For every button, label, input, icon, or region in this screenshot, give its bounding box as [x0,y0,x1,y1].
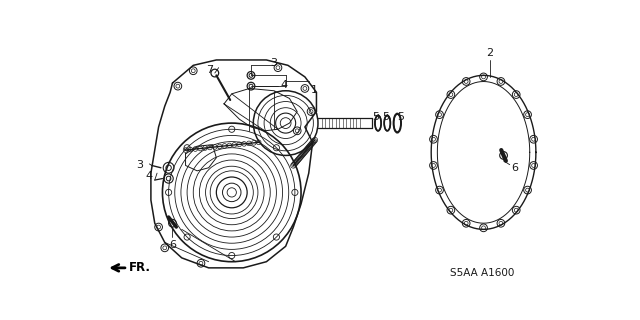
Text: 2: 2 [486,48,493,59]
Text: 4: 4 [146,171,153,181]
Text: 7: 7 [206,65,213,75]
Text: 6: 6 [511,163,518,173]
Text: 5: 5 [372,112,380,122]
Text: 4: 4 [280,80,287,90]
Text: 1: 1 [311,84,318,95]
Text: FR.: FR. [129,261,151,274]
Text: 3: 3 [136,160,143,170]
Text: 5: 5 [382,112,389,122]
Text: S5AA A1600: S5AA A1600 [450,268,514,278]
Text: 5: 5 [397,112,404,122]
Text: 6: 6 [169,240,176,250]
Text: 3: 3 [271,59,278,68]
